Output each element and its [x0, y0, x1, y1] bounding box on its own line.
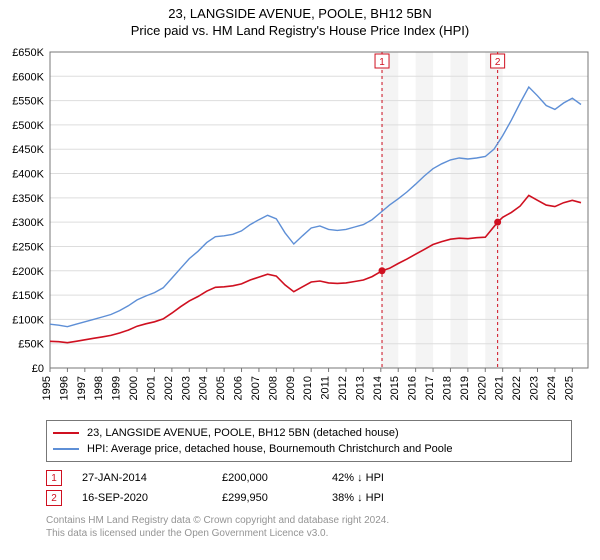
svg-text:2015: 2015 — [389, 376, 401, 400]
svg-text:2013: 2013 — [354, 376, 366, 400]
chart-container: { "title": "23, LANGSIDE AVENUE, POOLE, … — [0, 6, 600, 540]
svg-text:2000: 2000 — [128, 376, 140, 400]
event-price: £200,000 — [222, 472, 332, 484]
svg-text:2: 2 — [495, 57, 501, 68]
svg-text:£100K: £100K — [12, 314, 44, 326]
svg-text:2024: 2024 — [546, 376, 558, 400]
svg-text:1: 1 — [379, 57, 385, 68]
svg-text:1998: 1998 — [93, 376, 105, 400]
footer-line-2: This data is licensed under the Open Gov… — [46, 527, 572, 540]
svg-text:2020: 2020 — [476, 376, 488, 400]
svg-text:2022: 2022 — [511, 376, 523, 400]
svg-text:2004: 2004 — [198, 376, 210, 400]
legend-label: HPI: Average price, detached house, Bour… — [87, 443, 452, 455]
legend-item: 23, LANGSIDE AVENUE, POOLE, BH12 5BN (de… — [53, 425, 565, 441]
chart-area: £0 £50K £100K £150K £200K £250K £300K £350K £400… — [0, 44, 600, 414]
sale-event-row: 2 16-SEP-2020£299,95038% ↓ HPI — [46, 488, 572, 508]
svg-text:2019: 2019 — [459, 376, 471, 400]
svg-text:1999: 1999 — [111, 376, 123, 400]
chart-subtitle: Price paid vs. HM Land Registry's House … — [0, 23, 600, 38]
event-date: 16-SEP-2020 — [82, 492, 222, 504]
svg-text:£550K: £550K — [12, 96, 44, 108]
svg-text:2008: 2008 — [267, 376, 279, 400]
svg-text:£200K: £200K — [12, 266, 44, 278]
footer-line-1: Contains HM Land Registry data © Crown c… — [46, 514, 572, 527]
svg-text:2007: 2007 — [250, 376, 262, 400]
chart-title: 23, LANGSIDE AVENUE, POOLE, BH12 5BN — [0, 6, 600, 21]
svg-text:£50K: £50K — [18, 339, 44, 351]
svg-text:£350K: £350K — [12, 193, 44, 205]
sale-events: 1 27-JAN-2014£200,00042% ↓ HPI 2 16-SEP-202… — [46, 468, 572, 508]
svg-text:2014: 2014 — [372, 376, 384, 400]
svg-text:2003: 2003 — [180, 376, 192, 400]
svg-text:2016: 2016 — [407, 376, 419, 400]
svg-text:2005: 2005 — [215, 376, 227, 400]
event-badge: 2 — [46, 490, 62, 506]
svg-text:2012: 2012 — [337, 376, 349, 400]
sale-event-row: 1 27-JAN-2014£200,00042% ↓ HPI — [46, 468, 572, 488]
event-badge: 1 — [46, 470, 62, 486]
svg-text:£150K: £150K — [12, 290, 44, 302]
svg-text:£600K: £600K — [12, 71, 44, 83]
svg-text:1995: 1995 — [41, 376, 53, 400]
event-delta: 38% ↓ HPI — [332, 492, 452, 504]
legend-swatch — [53, 432, 79, 434]
event-date: 27-JAN-2014 — [82, 472, 222, 484]
svg-text:£250K: £250K — [12, 241, 44, 253]
svg-text:2002: 2002 — [163, 376, 175, 400]
svg-text:2021: 2021 — [494, 376, 506, 400]
svg-text:2006: 2006 — [233, 376, 245, 400]
svg-text:1996: 1996 — [58, 376, 70, 400]
attribution-footer: Contains HM Land Registry data © Crown c… — [46, 514, 572, 540]
legend: 23, LANGSIDE AVENUE, POOLE, BH12 5BN (de… — [46, 420, 572, 462]
svg-text:£400K: £400K — [12, 169, 44, 181]
event-price: £299,950 — [222, 492, 332, 504]
svg-text:1997: 1997 — [76, 376, 88, 400]
event-delta: 42% ↓ HPI — [332, 472, 452, 484]
svg-text:£650K: £650K — [12, 47, 44, 59]
svg-text:2025: 2025 — [563, 376, 575, 400]
svg-text:2001: 2001 — [145, 376, 157, 400]
legend-item: HPI: Average price, detached house, Bour… — [53, 441, 565, 457]
svg-text:2011: 2011 — [320, 376, 332, 400]
svg-text:2018: 2018 — [441, 376, 453, 400]
svg-text:£300K: £300K — [12, 217, 44, 229]
legend-swatch — [53, 448, 79, 450]
svg-text:2023: 2023 — [529, 376, 541, 400]
svg-text:2017: 2017 — [424, 376, 436, 400]
svg-text:£0: £0 — [32, 363, 44, 375]
svg-text:£450K: £450K — [12, 144, 44, 156]
svg-text:2010: 2010 — [302, 376, 314, 400]
svg-text:£500K: £500K — [12, 120, 44, 132]
legend-label: 23, LANGSIDE AVENUE, POOLE, BH12 5BN (de… — [87, 427, 399, 439]
svg-text:2009: 2009 — [285, 376, 297, 400]
line-chart-svg: £0 £50K £100K £150K £200K £250K £300K £350K £400… — [0, 44, 600, 414]
